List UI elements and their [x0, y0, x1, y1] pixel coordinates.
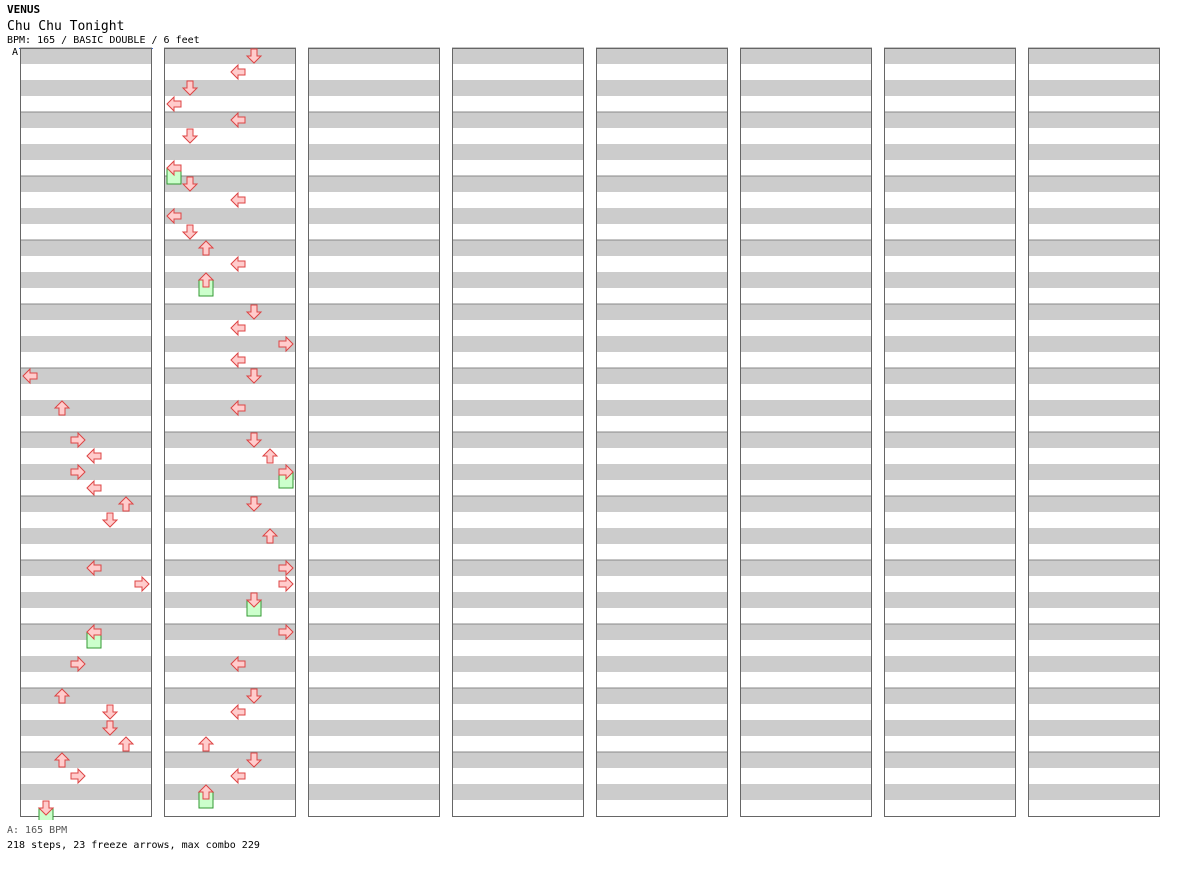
step-arrow-left	[230, 63, 246, 81]
chart-column	[164, 47, 296, 817]
step-arrow-left	[86, 623, 102, 641]
step-arrow-left	[230, 703, 246, 721]
step-arrow-left	[230, 351, 246, 369]
step-chart	[20, 47, 1160, 820]
step-arrow-down	[245, 496, 263, 512]
step-arrow-up	[117, 736, 135, 752]
step-arrow-up	[53, 752, 71, 768]
step-arrow-down	[37, 800, 55, 816]
step-arrow-left	[166, 159, 182, 177]
step-arrow-left	[230, 191, 246, 209]
step-arrow-down	[245, 304, 263, 320]
step-arrow-up	[53, 400, 71, 416]
chart-column	[596, 47, 728, 817]
step-arrow-left	[86, 479, 102, 497]
step-arrow-down	[245, 368, 263, 384]
step-arrow-left	[166, 95, 182, 113]
step-arrow-up	[197, 736, 215, 752]
step-arrow-left	[230, 319, 246, 337]
step-arrow-right	[278, 463, 294, 481]
step-arrow-down	[245, 688, 263, 704]
chart-stats: 218 steps, 23 freeze arrows, max combo 2…	[7, 840, 260, 851]
chart-column	[308, 47, 440, 817]
step-arrow-down	[245, 432, 263, 448]
step-arrow-down	[181, 224, 199, 240]
step-arrow-right	[70, 463, 86, 481]
step-arrow-up	[53, 688, 71, 704]
step-arrow-up	[197, 784, 215, 800]
step-arrow-up	[197, 240, 215, 256]
step-arrow-down	[245, 48, 263, 64]
step-arrow-right	[70, 767, 86, 785]
chart-column	[452, 47, 584, 817]
step-arrow-right	[70, 655, 86, 673]
step-arrow-left	[230, 399, 246, 417]
step-arrow-right	[134, 575, 150, 593]
step-arrow-down	[181, 176, 199, 192]
step-arrow-down	[245, 752, 263, 768]
step-arrow-up	[197, 272, 215, 288]
step-arrow-left	[230, 255, 246, 273]
step-arrow-left	[230, 767, 246, 785]
bpm-legend: A: 165 BPM	[7, 825, 68, 836]
step-arrow-down	[101, 720, 119, 736]
step-arrow-up	[261, 528, 279, 544]
step-arrow-right	[278, 335, 294, 353]
step-arrow-right	[70, 431, 86, 449]
artist-name: VENUS	[7, 3, 41, 16]
step-arrow-left	[230, 655, 246, 673]
step-arrow-left	[86, 559, 102, 577]
step-arrow-right	[278, 559, 294, 577]
step-arrow-left	[86, 447, 102, 465]
step-arrow-up	[117, 496, 135, 512]
step-arrow-left	[166, 207, 182, 225]
step-arrow-left	[230, 111, 246, 129]
step-arrow-right	[278, 623, 294, 641]
step-arrow-down	[181, 128, 199, 144]
chart-column	[740, 47, 872, 817]
step-arrow-down	[245, 592, 263, 608]
bpm-marker: A	[12, 47, 19, 58]
step-arrow-left	[22, 367, 38, 385]
step-arrow-up	[261, 448, 279, 464]
step-arrow-down	[101, 512, 119, 528]
chart-column	[20, 47, 152, 817]
chart-info: BPM: 165 / BASIC DOUBLE / 6 feet	[7, 35, 200, 46]
chart-column	[884, 47, 1016, 817]
step-arrow-down	[101, 704, 119, 720]
step-arrow-right	[278, 575, 294, 593]
step-arrow-down	[181, 80, 199, 96]
chart-column	[1028, 47, 1160, 817]
song-title: Chu Chu Tonight	[7, 19, 125, 34]
